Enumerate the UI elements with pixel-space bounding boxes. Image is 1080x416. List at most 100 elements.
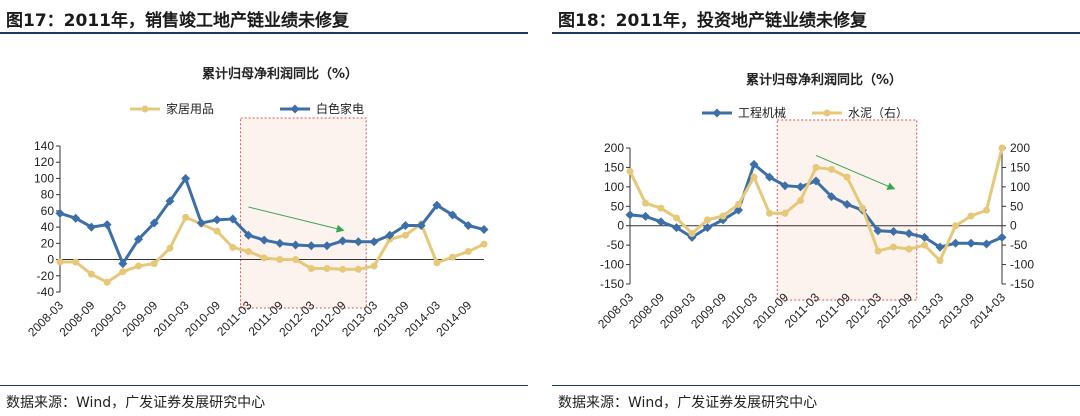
data-point [433, 259, 441, 267]
y2-tick-label: 50 [1010, 199, 1024, 213]
legend-label: 白色家电 [316, 101, 364, 116]
data-point [339, 265, 347, 273]
y-tick-label: 0 [47, 253, 54, 267]
y-tick-label: 20 [41, 236, 55, 250]
series-line [59, 176, 485, 266]
data-point [781, 209, 789, 217]
title-rule [0, 32, 528, 34]
data-point [400, 220, 410, 230]
y2-tick-label: -50 [1010, 238, 1028, 252]
x-tick-label: 2014-03 [967, 290, 1008, 331]
data-point [464, 247, 472, 255]
y2-tick-label: -100 [1010, 258, 1034, 272]
data-point [276, 256, 284, 264]
title-rule [552, 32, 1080, 34]
y-tick-label: 200 [604, 141, 624, 155]
data-point [149, 218, 159, 228]
figure-source: 数据来源：Wind，广发证券发展研究中心 [6, 395, 266, 411]
figure-17: 图17：2011年，销售竣工地产链业绩未修复 累计归母净利润同比（%） 家居用品 白… [0, 0, 528, 416]
data-point [449, 253, 457, 261]
data-point [749, 159, 759, 169]
y-tick-label: 100 [604, 180, 624, 194]
data-point [935, 242, 945, 252]
data-point [873, 226, 883, 236]
data-point [966, 238, 976, 248]
data-point [259, 235, 269, 245]
data-point [448, 210, 458, 220]
chart-17: 累计归母净利润同比（%） 家居用品 白色家电 -40 -20 0 20 40 60 80 100 12… [25, 66, 489, 339]
data-point [228, 214, 238, 224]
data-point [780, 181, 790, 191]
legend-marker [290, 104, 300, 114]
data-point [87, 270, 95, 278]
data-point [842, 199, 852, 209]
data-point [797, 196, 804, 204]
data-point [370, 262, 378, 270]
legend-marker [823, 109, 831, 117]
data-point [72, 258, 80, 266]
data-point [765, 172, 774, 182]
data-point [150, 260, 158, 268]
data-point [102, 220, 112, 230]
series-0 [625, 159, 1007, 252]
series-1 [55, 173, 489, 269]
legend-marker [712, 108, 722, 118]
data-point [766, 209, 773, 217]
data-point [703, 223, 712, 233]
data-point [480, 240, 488, 248]
figure-source: 数据来源：Wind，广发证券发展研究中心 [558, 395, 818, 411]
y-tick-label: 50 [611, 199, 625, 213]
legend-item: 白色家电 [280, 101, 364, 116]
data-point [672, 223, 681, 233]
chart-title: 累计归母净利润同比（%） [202, 66, 358, 82]
data-point [641, 211, 650, 221]
data-point [134, 234, 144, 244]
data-point [921, 241, 928, 249]
legend-label: 水泥（右） [848, 105, 908, 120]
data-point [275, 238, 285, 248]
data-point [55, 208, 65, 218]
data-point [416, 220, 426, 230]
y2-tick-label: 100 [1010, 180, 1030, 194]
data-point [750, 173, 758, 181]
data-point [71, 213, 81, 223]
series-1 [626, 144, 1006, 265]
data-point [182, 213, 190, 221]
data-point [904, 228, 914, 238]
data-point [86, 222, 96, 232]
y-tick-label: 140 [34, 139, 54, 153]
data-point [889, 227, 898, 237]
data-point [828, 165, 835, 173]
data-point [292, 256, 300, 264]
data-point [338, 236, 348, 246]
data-point [859, 204, 866, 212]
y-tick-label: -150 [600, 277, 624, 291]
data-point [626, 167, 634, 175]
data-point [354, 265, 362, 273]
y2-tick-label: 150 [1010, 160, 1030, 174]
data-point [229, 243, 237, 251]
figure-title: 图18：2011年，投资地产链业绩未修复 [558, 11, 867, 31]
legend-item: 家居用品 [130, 101, 214, 116]
data-point [353, 237, 363, 247]
data-point [967, 212, 975, 220]
y2-tick-label: 0 [1010, 219, 1017, 233]
source-rule [552, 385, 1080, 386]
data-point [982, 239, 991, 249]
data-point [385, 230, 395, 240]
data-point [734, 205, 743, 215]
data-point [642, 199, 649, 207]
chart-18: 累计归母净利润同比（%） 工程机械 水泥（右） -150 -100 -50 0 50 100 15… [595, 72, 1034, 331]
data-point [704, 216, 711, 224]
data-point [874, 247, 882, 255]
legend-marker [141, 105, 149, 113]
source-rule [0, 385, 528, 386]
data-point [135, 262, 143, 270]
data-point [983, 206, 990, 214]
data-point [811, 176, 821, 186]
data-point [401, 231, 409, 239]
data-point [812, 163, 820, 171]
data-point [625, 210, 635, 220]
data-point [260, 254, 268, 262]
y-tick-label: -40 [37, 285, 55, 299]
